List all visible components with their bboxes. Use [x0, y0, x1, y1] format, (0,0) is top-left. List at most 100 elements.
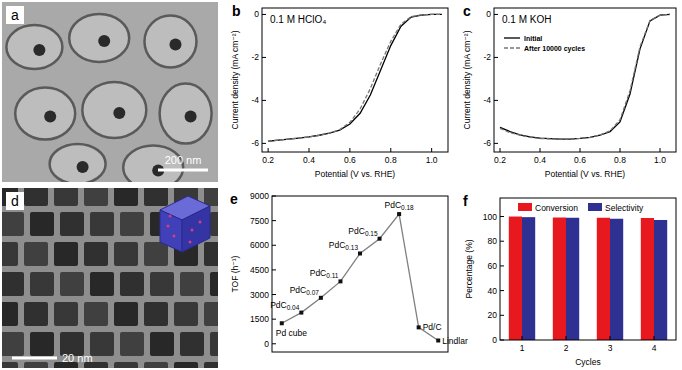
- legend-label: Initial: [524, 35, 542, 42]
- panel-c: 0.20.40.60.81.00-2-4-6Current density (m…: [462, 3, 676, 179]
- y-tick: [494, 143, 498, 144]
- nanocube: [2, 302, 18, 326]
- nanocube: [204, 362, 218, 368]
- micrograph-bg: [2, 2, 218, 182]
- nanocube: [2, 212, 24, 236]
- shell: [6, 25, 62, 69]
- y-tick: [500, 315, 504, 316]
- plot-title: 0.1 M HClO₄: [270, 14, 326, 25]
- point-label: PdC0.18: [385, 200, 415, 211]
- x-tick-label: 0.2: [262, 155, 274, 165]
- y-tick: [272, 220, 276, 221]
- plot-frame: [500, 198, 676, 340]
- scale-bar: [158, 169, 208, 172]
- legend-swatch: [588, 203, 602, 211]
- particle: [113, 107, 125, 119]
- nanocube: [210, 332, 218, 356]
- scale-bar-label: 200 nm: [165, 154, 202, 166]
- y-tick-label: 3000: [250, 290, 269, 300]
- panel-letter: e: [230, 191, 238, 207]
- micrograph: [2, 2, 218, 182]
- point-label: PdC0.13: [329, 240, 359, 251]
- series-line: [500, 14, 670, 139]
- inset-atom: [173, 235, 176, 238]
- nanocube: [24, 242, 48, 266]
- nanocube: [54, 188, 78, 206]
- letter-box: [6, 192, 24, 210]
- panel-letter: c: [463, 3, 471, 19]
- panel-letter: a: [11, 7, 19, 23]
- series-group: [280, 212, 440, 342]
- figure: a200 nm0.20.40.60.81.00-2-4-6Current den…: [0, 0, 682, 370]
- panel-e: 0150030004500600075009000TOF (h⁻¹)Pd cub…: [230, 191, 468, 352]
- y-tick: [500, 216, 504, 217]
- panel-letter: f: [463, 193, 468, 209]
- marker: [338, 279, 342, 283]
- y-tick: [272, 269, 276, 270]
- shell: [15, 88, 75, 140]
- x-tick-label: 1.0: [654, 155, 666, 165]
- label-sub: 0.13: [345, 244, 358, 251]
- y-tick-label: 100: [483, 212, 497, 222]
- y-tick: [272, 319, 276, 320]
- label-main: PdC: [348, 226, 365, 236]
- nanocube: [84, 242, 108, 266]
- y-tick: [272, 245, 276, 246]
- x-tick-label: 0.6: [344, 155, 356, 165]
- y-tick-label: -6: [251, 138, 259, 148]
- x-tick-label: 0.8: [385, 155, 397, 165]
- particle: [77, 161, 89, 173]
- nanocube: [120, 332, 144, 356]
- panel-letter: d: [11, 193, 19, 209]
- scale-bar: [12, 357, 57, 360]
- panel-d: d20 nm: [0, 182, 234, 370]
- y-tick: [262, 14, 266, 15]
- y-tick: [494, 57, 498, 58]
- inset-atom: [199, 221, 202, 224]
- nanocube: [90, 272, 114, 296]
- nanocube: [120, 272, 144, 296]
- nanocube: [114, 242, 138, 266]
- y-tick-label: 9000: [250, 191, 269, 201]
- x-tick-label: 3: [608, 343, 613, 353]
- y-tick-label: 0: [492, 335, 497, 345]
- letter-box: [6, 6, 24, 24]
- series-line: [500, 14, 670, 139]
- x-tick: [580, 148, 581, 152]
- label-main: PdC: [310, 268, 327, 278]
- nanocube: [180, 332, 204, 356]
- particle: [98, 35, 110, 47]
- y-tick: [500, 265, 504, 266]
- nanocube: [180, 272, 204, 296]
- label-sub: 0.18: [401, 204, 414, 211]
- nanocube: [54, 242, 78, 266]
- micrograph-bg: [2, 188, 218, 368]
- x-tick: [660, 148, 661, 152]
- nanocube: [30, 212, 54, 236]
- x-tick: [566, 336, 567, 340]
- x-tick: [540, 148, 541, 152]
- shell: [82, 82, 146, 138]
- nanocube: [54, 302, 78, 326]
- nanocube: [204, 242, 218, 266]
- bar: [641, 218, 654, 340]
- x-tick-label: 0.2: [494, 155, 506, 165]
- x-tick-label: 0.4: [534, 155, 546, 165]
- y-axis-label: Current density (mA cm⁻²): [462, 30, 472, 129]
- label-main: PdC: [270, 300, 287, 310]
- plot-frame: [272, 196, 448, 352]
- y-tick-label: 80: [488, 236, 498, 246]
- x-tick: [268, 148, 269, 152]
- series-line: [282, 214, 438, 340]
- x-tick-label: 0.8: [614, 155, 626, 165]
- x-tick-label: 0.4: [303, 155, 315, 165]
- x-tick: [620, 148, 621, 152]
- x-tick: [309, 148, 310, 152]
- inset-atom: [191, 229, 194, 232]
- y-tick-label: 6000: [250, 240, 269, 250]
- point-label: Lindlar: [442, 336, 468, 346]
- y-tick: [500, 340, 504, 341]
- nanocube: [2, 242, 18, 266]
- particle: [169, 39, 181, 51]
- y-tick: [494, 14, 498, 15]
